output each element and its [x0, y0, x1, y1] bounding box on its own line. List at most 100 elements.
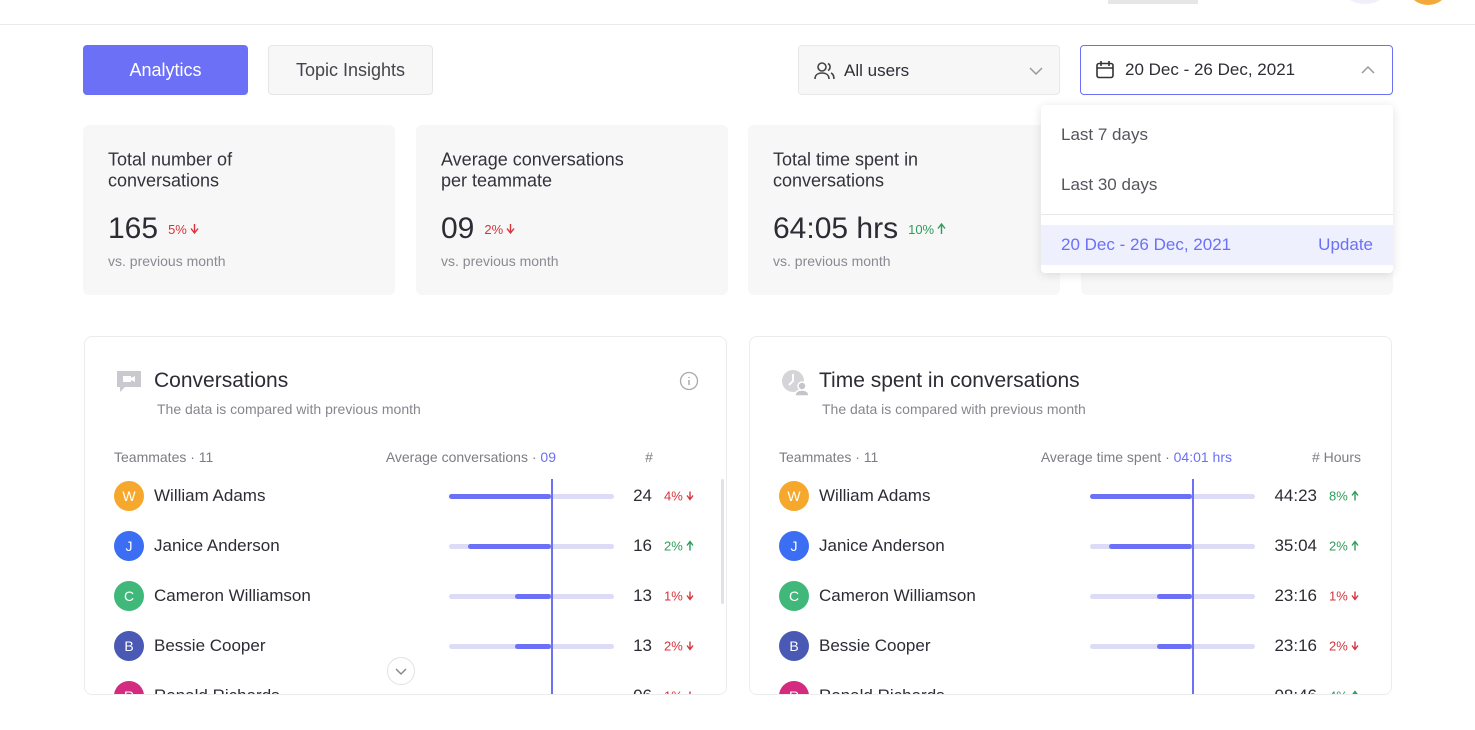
menu-option[interactable]: Last 7 days: [1061, 125, 1148, 144]
calendar-icon: [1096, 61, 1114, 79]
bar-fill: [1109, 543, 1192, 549]
stat-caption: vs. previous month: [773, 253, 891, 269]
change: 1%: [1329, 588, 1348, 604]
column-metric: #: [645, 449, 653, 465]
user-avatar[interactable]: [1408, 0, 1448, 5]
trend-arrow: [686, 641, 694, 651]
change: 4%: [664, 488, 683, 504]
change-row: 1%: [664, 589, 695, 604]
column-average: Average time spent · 04:01 hrs: [1041, 449, 1232, 465]
scrollbar: [721, 479, 724, 604]
change: 2%: [664, 638, 683, 654]
metric-value: 13: [633, 586, 652, 605]
change: 2%: [664, 538, 683, 554]
change-row: 2%: [1329, 539, 1360, 554]
avatar: C: [114, 581, 144, 611]
trend-arrow: [1351, 490, 1359, 500]
change: 2%: [1329, 538, 1348, 554]
bar-track: [1090, 693, 1255, 694]
change-row: 2%: [1329, 639, 1360, 654]
update-button[interactable]: Update: [1318, 235, 1373, 254]
panel-icon: [781, 369, 810, 397]
info-icon[interactable]: [679, 371, 699, 391]
stat-value: 64:05 hrs: [773, 212, 899, 245]
column-teammates: Teammates · 11: [114, 449, 214, 465]
menu-selected-row[interactable]: 20 Dec - 26 Dec, 2021 Update: [1041, 225, 1393, 265]
stat-change: 2%: [484, 221, 504, 237]
menu-option[interactable]: Last 30 days: [1061, 175, 1158, 194]
avatar: W: [114, 481, 144, 511]
bar-fill: [1090, 493, 1192, 499]
stat-card: Total time spent in conversations 64:05 hr…: [748, 125, 1060, 295]
change: 1%: [664, 588, 683, 604]
trend-arrow: [686, 591, 694, 601]
stat-title: conversations: [108, 170, 220, 191]
metric-value: 35:04: [1274, 536, 1317, 555]
metric-value: 23:16: [1274, 636, 1317, 655]
change-row: 4%: [664, 489, 695, 504]
change: 1%: [664, 689, 683, 695]
avatar: W: [779, 481, 809, 511]
trend-arrow: [506, 223, 515, 234]
scroll-down-button[interactable]: [387, 657, 415, 685]
stat-value-row: 09 2%: [441, 212, 516, 246]
metric-value: 23:16: [1274, 586, 1317, 605]
avatar: J: [114, 531, 144, 561]
teammate-name: Ronald Richards: [819, 686, 945, 694]
stat-title: Average conversations: [441, 149, 624, 170]
trend-arrow: [689, 691, 691, 694]
bar-fill: [1157, 643, 1192, 649]
average-value: 09: [540, 449, 556, 465]
change: 4%: [1329, 689, 1348, 695]
menu-divider: [1041, 214, 1393, 215]
stat-value: 165: [108, 212, 159, 245]
chevron-up: [1361, 65, 1375, 74]
avatar: J: [779, 531, 809, 561]
top-bar-icon[interactable]: [1345, 0, 1385, 4]
users-icon: [814, 62, 835, 80]
metric-value: 24: [633, 486, 652, 505]
stat-title: per teammate: [441, 170, 553, 191]
column-teammates: Teammates · 11: [779, 449, 879, 465]
average-line: [551, 479, 553, 694]
top-bar-item: [1108, 0, 1198, 4]
column-metric: # Hours: [1311, 449, 1361, 465]
teammate-name: William Adams: [819, 486, 931, 505]
user-filter[interactable]: All users: [798, 45, 1060, 95]
bar-fill: [515, 643, 551, 649]
tab[interactable]: Topic Insights: [268, 45, 433, 95]
avatar: B: [779, 631, 809, 661]
bar-fill: [468, 543, 551, 549]
change-row: 1%: [1329, 589, 1360, 604]
change-row: 4%: [1329, 689, 1360, 695]
change: 8%: [1329, 488, 1348, 504]
stat-card: Total number of conversations 165 5% vs. pre…: [83, 125, 395, 295]
metric-value: 16: [633, 536, 652, 555]
average-label: Average conversations ·: [385, 449, 541, 465]
teammate-name: William Adams: [154, 486, 266, 505]
chevron-down: [1029, 67, 1043, 76]
stat-value-row: 165 5%: [108, 212, 200, 246]
metric-value: 13: [633, 636, 652, 655]
teammate-name: Cameron Williamson: [819, 586, 976, 605]
stat-caption: vs. previous month: [108, 253, 226, 269]
trend-arrow: [686, 491, 694, 501]
bar-fill: [1192, 693, 1231, 694]
teammate-name: Janice Anderson: [154, 536, 280, 555]
trend-arrow: [1351, 690, 1358, 694]
stat-change: 5%: [168, 221, 187, 237]
bar-fill: [449, 493, 551, 499]
teammate-name: Janice Anderson: [819, 536, 945, 555]
trend-arrow: [1351, 540, 1359, 550]
change-row: 1%: [664, 689, 695, 695]
date-picker[interactable]: 20 Dec - 26 Dec, 2021: [1080, 45, 1393, 95]
stat-caption: vs. previous month: [441, 253, 559, 269]
bar-fill: [515, 593, 551, 599]
selected-range: 20 Dec - 26 Dec, 2021: [1061, 235, 1232, 254]
panel: Time spent in conversations The data is c…: [749, 336, 1392, 695]
trend-arrow: [1351, 591, 1359, 601]
metric-value: 08:46: [1274, 686, 1317, 694]
bar-track: [449, 693, 614, 694]
tab-active[interactable]: Analytics: [83, 45, 248, 95]
